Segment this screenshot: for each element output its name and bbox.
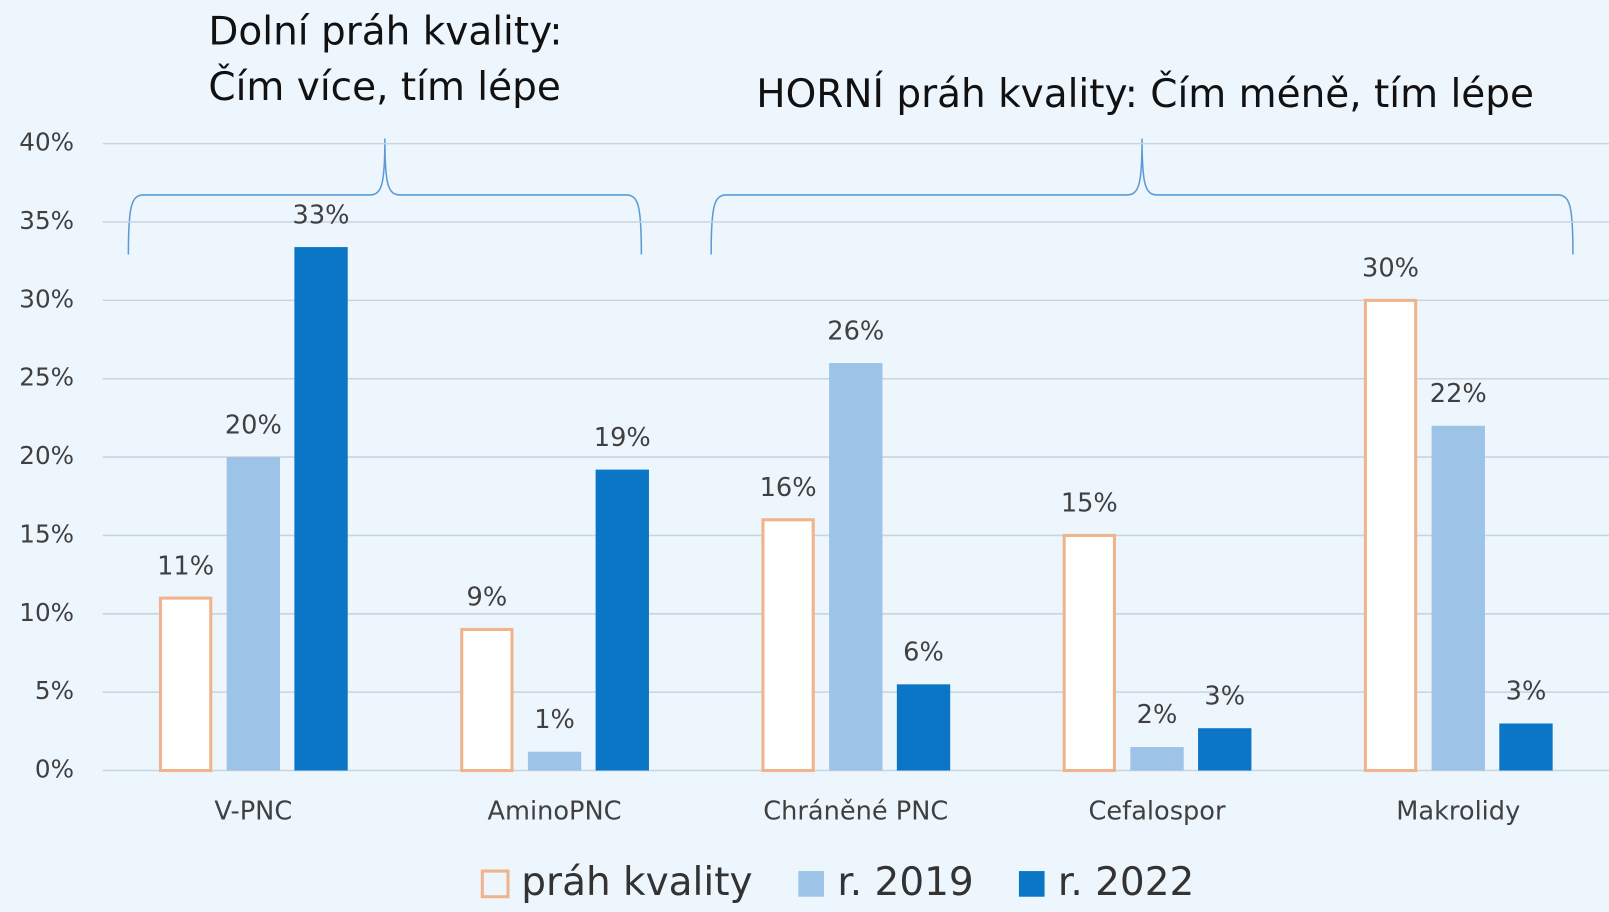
value-label: 6% xyxy=(903,638,944,668)
value-label: 9% xyxy=(467,583,508,613)
annotation: Dolní práh kvality: xyxy=(208,9,562,54)
bar xyxy=(897,684,950,770)
x-tick-label: Cefalospor xyxy=(1089,797,1226,827)
value-label: 16% xyxy=(760,473,817,503)
y-tick-label: 40% xyxy=(19,128,74,157)
value-label: 20% xyxy=(225,410,282,440)
bar xyxy=(227,457,280,770)
y-tick-label: 15% xyxy=(19,519,74,548)
y-tick-label: 10% xyxy=(19,598,74,627)
y-tick-label: 0% xyxy=(35,755,74,784)
bar xyxy=(462,629,512,770)
bar xyxy=(1499,724,1552,771)
value-label: 26% xyxy=(827,316,884,346)
bar xyxy=(294,247,347,770)
legend-swatch xyxy=(1019,871,1045,897)
value-label: 22% xyxy=(1430,379,1487,409)
legend-label: r. 2019 xyxy=(837,860,973,905)
bar xyxy=(829,363,882,770)
value-label: 30% xyxy=(1362,254,1419,284)
x-tick-label: Chráněné PNC xyxy=(763,797,948,827)
y-tick-label: 35% xyxy=(19,206,74,235)
y-tick-label: 5% xyxy=(35,676,74,705)
bar xyxy=(1365,300,1415,770)
annotation: HORNÍ práh kvality: Čím méně, tím lépe xyxy=(756,70,1534,117)
y-tick-label: 20% xyxy=(19,441,74,470)
bar xyxy=(528,752,581,771)
legend-label: práh kvality xyxy=(521,860,752,905)
value-label: 3% xyxy=(1506,677,1547,707)
bar xyxy=(596,470,649,771)
value-label: 15% xyxy=(1061,489,1118,519)
annotation: Čím více, tím lépe xyxy=(208,63,560,110)
x-tick-label: Makrolidy xyxy=(1396,797,1520,827)
value-label: 33% xyxy=(293,200,350,230)
value-label: 19% xyxy=(594,423,651,453)
bar xyxy=(1064,535,1114,770)
bar xyxy=(763,520,813,771)
x-tick-label: V-PNC xyxy=(214,797,292,827)
value-label: 11% xyxy=(157,551,214,581)
value-label: 3% xyxy=(1204,681,1245,711)
bar xyxy=(160,598,210,770)
legend-label: r. 2022 xyxy=(1058,860,1194,905)
x-tick-label: AminoPNC xyxy=(488,797,622,827)
y-tick-label: 30% xyxy=(19,284,74,313)
chart: Dolní práh kvality: Čím více, tím lépe H… xyxy=(0,0,1609,908)
bar xyxy=(1432,426,1485,771)
value-label: 2% xyxy=(1137,700,1178,730)
bar xyxy=(1130,747,1183,771)
legend-swatch xyxy=(798,871,824,897)
bar xyxy=(1198,728,1251,770)
value-label: 1% xyxy=(534,705,575,735)
y-tick-label: 25% xyxy=(19,363,74,392)
